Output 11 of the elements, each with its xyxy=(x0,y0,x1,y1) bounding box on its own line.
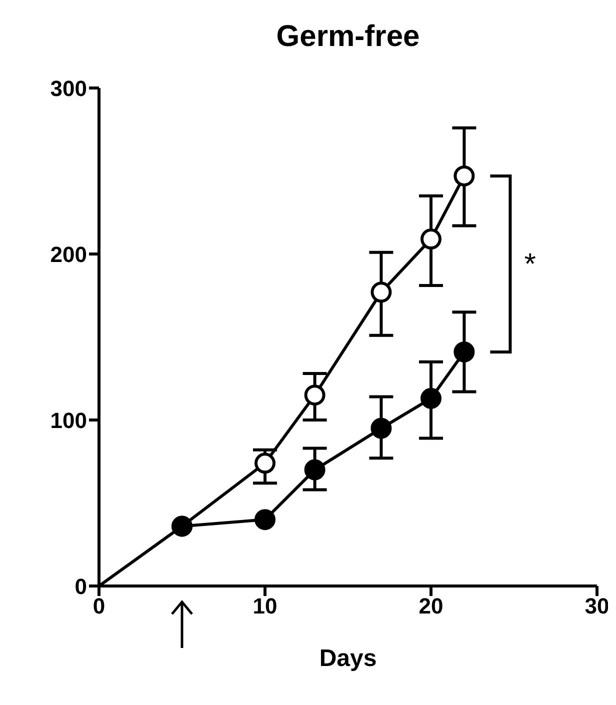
y-tick-label: 300 xyxy=(50,76,87,101)
x-tick-label: 0 xyxy=(92,594,106,619)
annotation: * xyxy=(524,248,536,281)
x-tick-label: 30 xyxy=(584,594,610,619)
x-tick-label: 10 xyxy=(252,594,278,619)
y-tick-label: 100 xyxy=(50,408,87,433)
y-tick-label: 0 xyxy=(74,574,87,599)
chart-title: Germ-free xyxy=(275,20,421,54)
x-tick-label: 20 xyxy=(418,594,444,619)
y-tick-label: 200 xyxy=(50,242,87,267)
x-axis-title: Days xyxy=(319,645,377,672)
